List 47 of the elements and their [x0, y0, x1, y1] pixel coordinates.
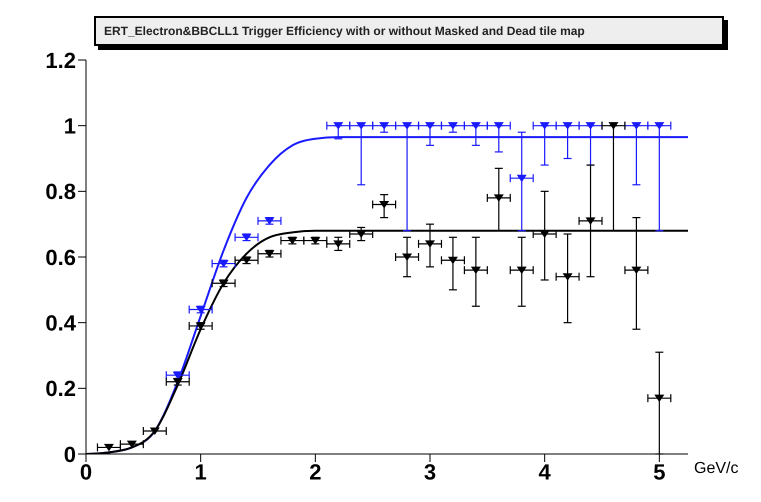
point: [379, 200, 390, 208]
point: [608, 122, 618, 130]
y-tick-label: 0.2: [45, 376, 76, 402]
point: [516, 266, 527, 274]
y-tick-label: 1.2: [45, 48, 76, 73]
point: [631, 266, 642, 274]
x-tick-label: 2: [309, 460, 322, 485]
y-tick-label: 0.6: [45, 244, 76, 270]
y-tick-label: 0.4: [45, 310, 77, 336]
point: [448, 122, 458, 130]
point: [586, 122, 596, 130]
y-tick-label: 0: [64, 442, 76, 467]
point: [425, 122, 435, 130]
point: [356, 122, 366, 130]
point: [402, 122, 412, 130]
y-tick-label: 1: [64, 113, 76, 138]
point: [494, 194, 504, 202]
point: [356, 230, 366, 238]
point: [379, 122, 390, 130]
x-tick-label: 3: [424, 460, 436, 485]
x-tick-label: 0: [80, 460, 92, 485]
point: [150, 428, 160, 436]
point: [333, 240, 344, 248]
chart-title: ERT_Electron&BBCLL1 Trigger Efficiency with or without Masked and Dead tile map: [94, 16, 724, 46]
x-axis-title: GeV/c: [694, 460, 738, 478]
point: [333, 122, 344, 130]
point: [104, 444, 114, 452]
point: [425, 240, 435, 248]
point: [654, 394, 664, 402]
point: [470, 266, 481, 274]
point: [586, 217, 596, 225]
point: [494, 122, 504, 130]
point: [540, 122, 550, 130]
y-tick-label: 0.8: [45, 179, 76, 204]
x-tick-label: 1: [194, 460, 207, 485]
x-tick-label: 4: [538, 460, 552, 485]
point: [402, 254, 412, 261]
point: [562, 273, 573, 281]
point: [470, 122, 481, 130]
point: [654, 122, 664, 130]
x-tick-label: 5: [653, 460, 666, 485]
point: [516, 174, 527, 182]
point: [540, 230, 550, 238]
point: [562, 122, 573, 130]
point: [126, 440, 137, 448]
point: [631, 122, 642, 130]
point: [448, 256, 458, 264]
